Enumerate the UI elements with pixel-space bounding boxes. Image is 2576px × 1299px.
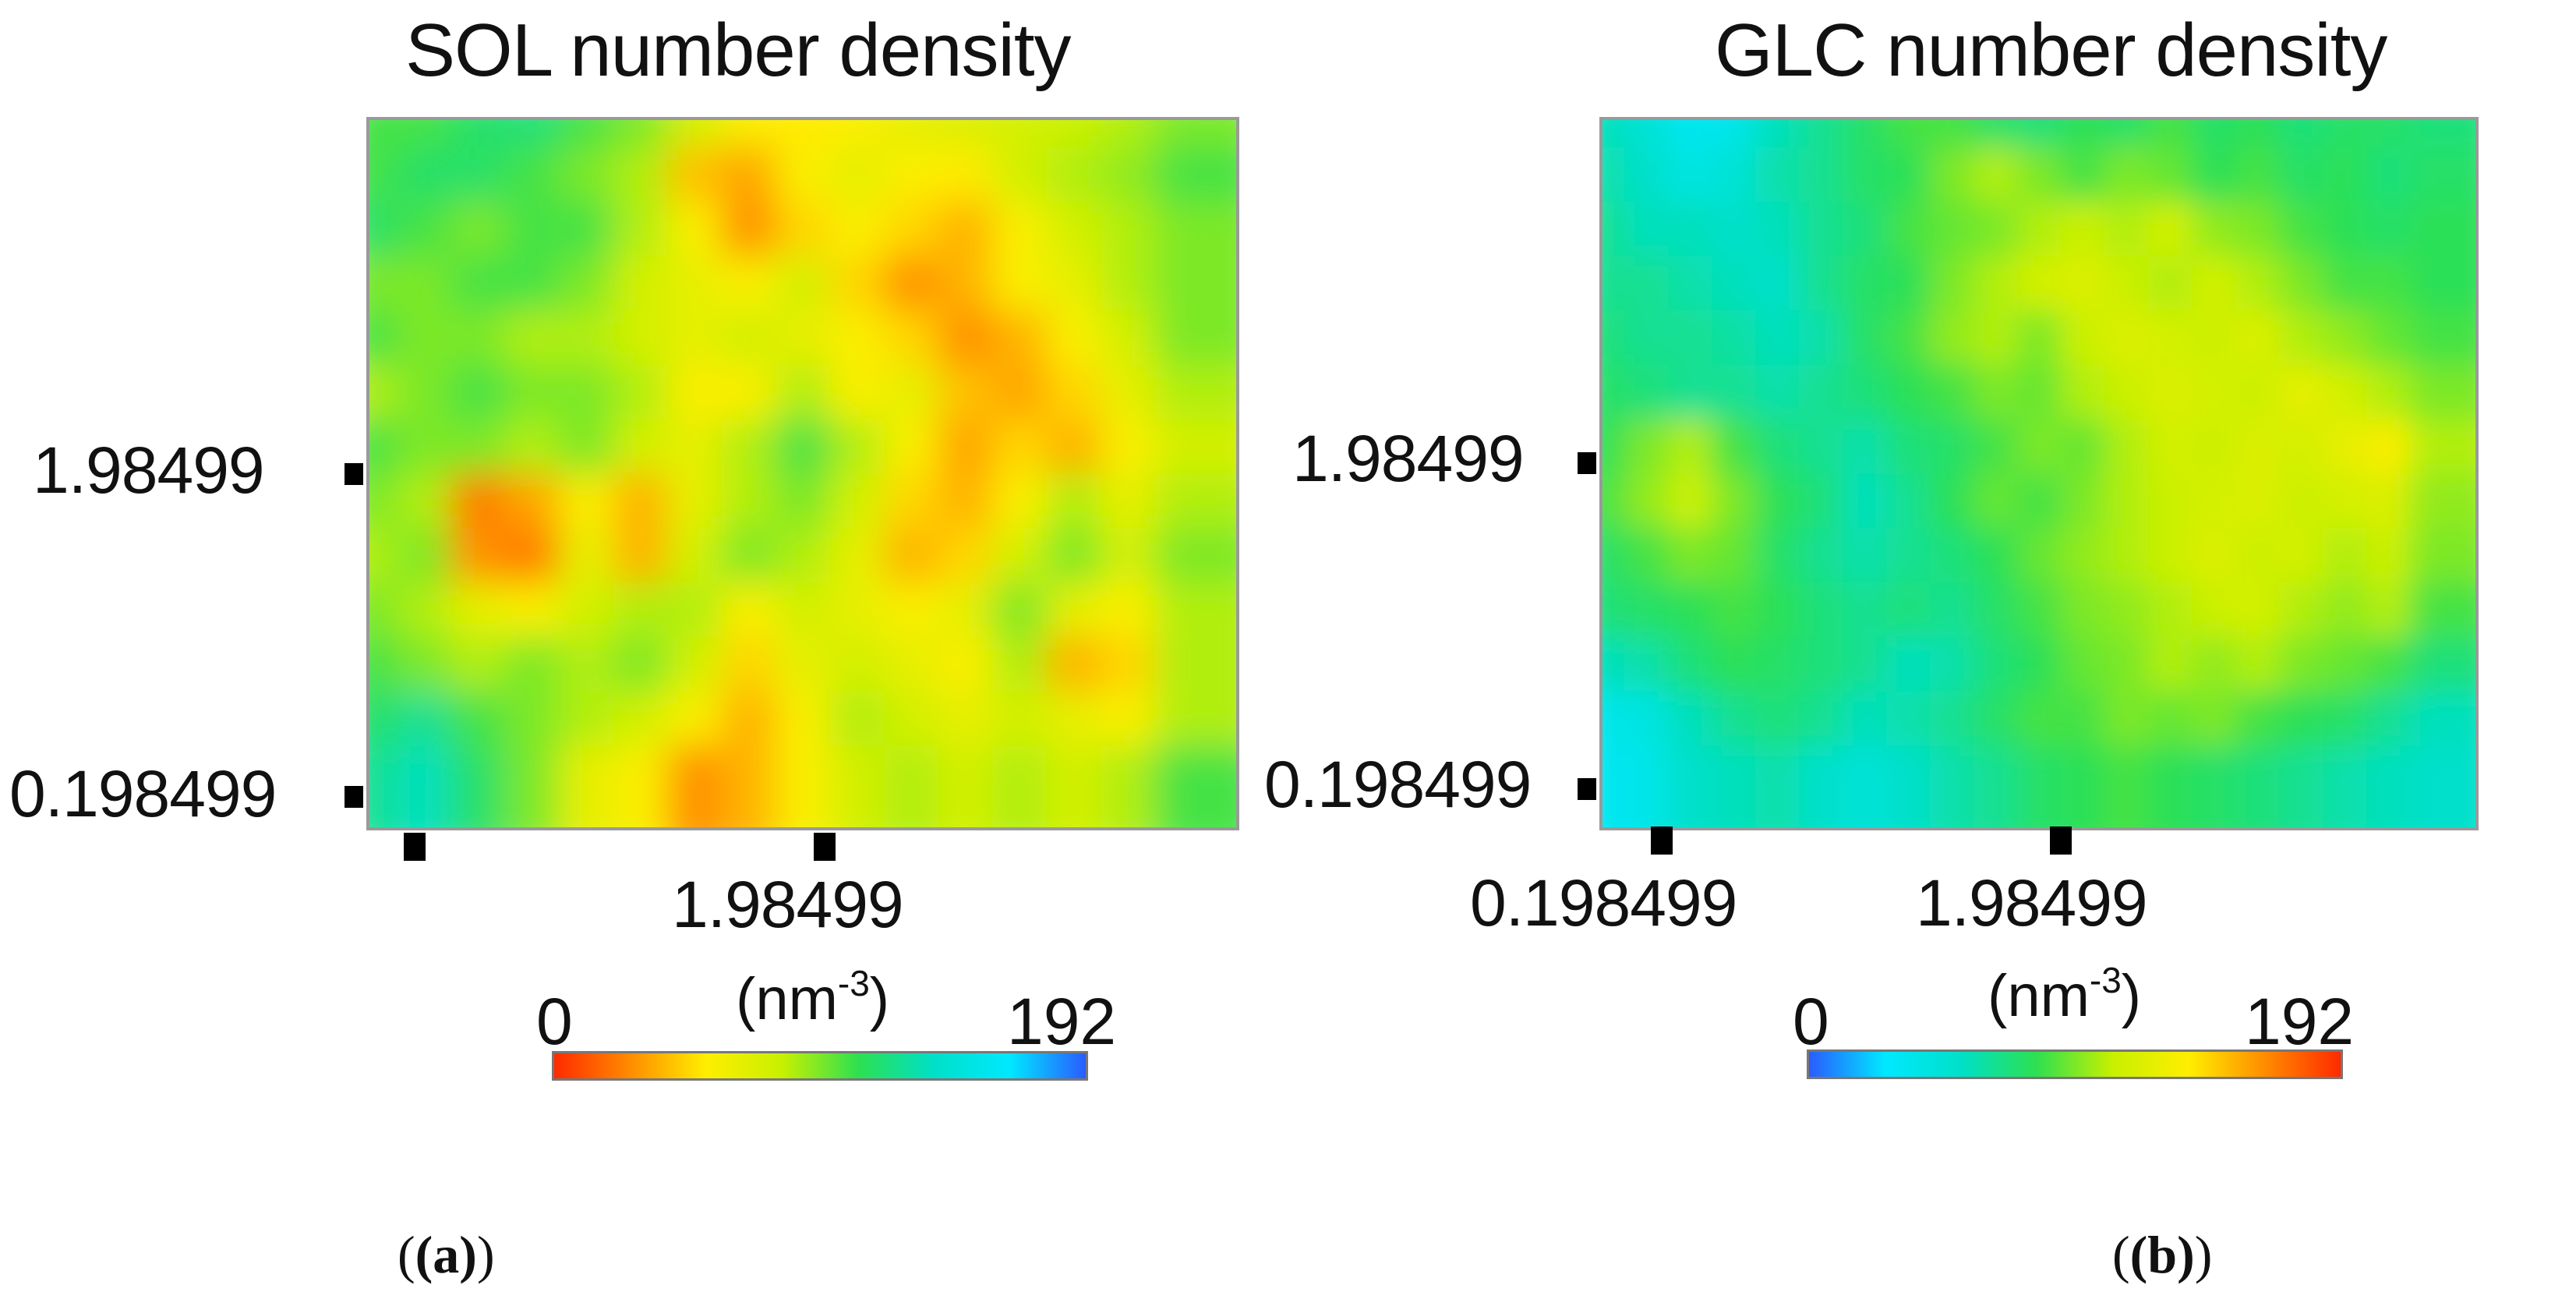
heatmap-svg	[1602, 120, 2475, 827]
panel-b: GLC number density 1.98499 0.198499 0.19…	[1247, 0, 2535, 1299]
unit-exponent: -3	[2089, 960, 2122, 1000]
panel-label: ((b))	[2112, 1225, 2213, 1284]
y-tick-mark	[1578, 778, 1596, 800]
colorbar	[552, 1051, 1088, 1081]
heatmap-cell	[1154, 745, 1236, 827]
y-tick-label: 1.98499	[33, 434, 265, 507]
y-tick-mark	[345, 463, 363, 485]
colorbar-min-label: 0	[1793, 985, 1829, 1058]
unit-exponent: -3	[837, 963, 870, 1003]
chart-title: SOL number density	[405, 9, 1072, 92]
y-tick-mark	[1578, 452, 1596, 474]
heatmap-cell	[2410, 745, 2475, 827]
colorbar-unit: (nm-3)	[736, 963, 890, 1032]
y-tick-label: 0.198499	[1264, 748, 1532, 821]
chart-title: GLC number density	[1715, 9, 2387, 92]
colorbar-max-label: 192	[1007, 985, 1117, 1058]
x-tick-mark	[1651, 826, 1673, 855]
unit-text: nm	[2007, 963, 2090, 1029]
heatmap-area	[1599, 117, 2479, 830]
heatmap-cells	[369, 120, 1236, 827]
x-tick-label: 0.198499	[1470, 866, 1737, 940]
heatmap-cells	[1602, 120, 2475, 827]
colorbar-min-label: 0	[536, 985, 573, 1058]
colorbar-unit: (nm-3)	[1988, 960, 2142, 1029]
x-tick-label: 1.98499	[1916, 866, 2148, 940]
panel-label-text: (a)	[415, 1225, 477, 1284]
panel-a: SOL number density 1.98499 0.198499 1.98…	[9, 9, 1239, 1284]
heatmap-area	[366, 117, 1239, 830]
x-tick-mark	[404, 833, 426, 861]
x-tick-mark	[814, 833, 836, 861]
colorbar-max-label: 192	[2245, 985, 2355, 1058]
unit-text: nm	[755, 966, 838, 1032]
x-tick-label: 1.98499	[672, 868, 904, 941]
y-tick-mark	[345, 786, 363, 808]
panel-label-text: (b)	[2129, 1225, 2195, 1284]
x-tick-mark	[2050, 826, 2072, 855]
heatmap-svg	[369, 120, 1236, 827]
panel-label: ((a))	[398, 1225, 495, 1284]
y-tick-label: 0.198499	[9, 757, 277, 830]
colorbar	[1807, 1049, 2343, 1079]
y-tick-label: 1.98499	[1292, 422, 1525, 495]
